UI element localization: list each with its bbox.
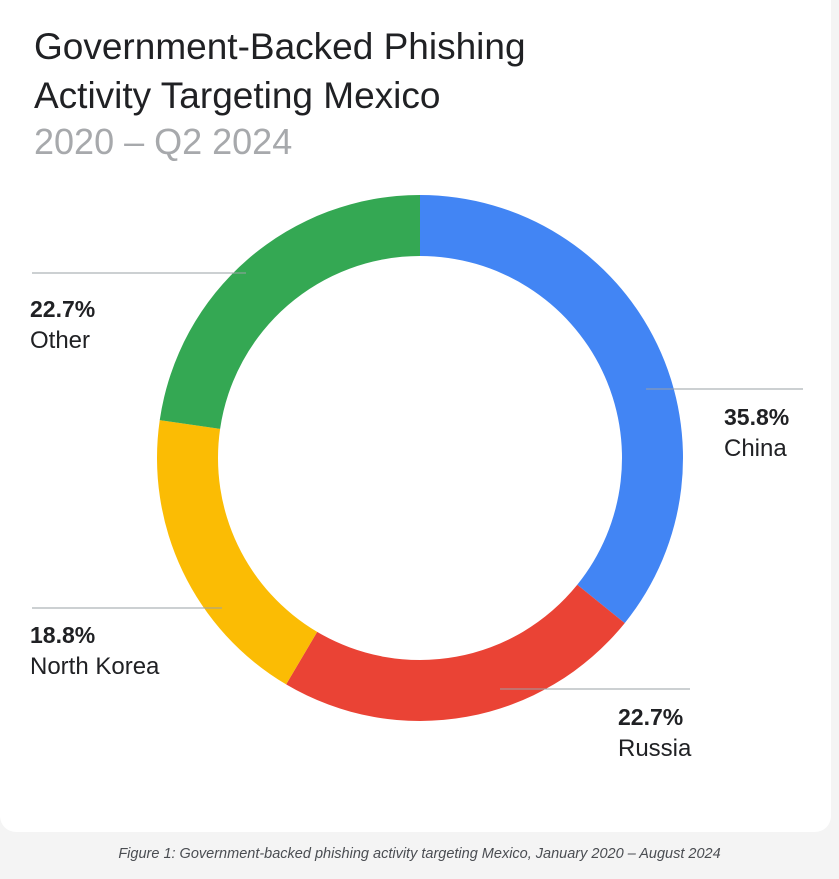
slice-value-china: 35.8% (724, 404, 790, 430)
slice-label-other: 22.7% Other (30, 298, 95, 353)
slice-name-north-korea: North Korea (30, 653, 160, 680)
slice-name-china: China (724, 435, 787, 462)
donut-slice-north-korea (157, 420, 318, 685)
donut-slice-russia (286, 584, 625, 721)
donut-slice-china (420, 195, 683, 624)
slice-name-other: Other (30, 327, 91, 354)
chart-card: Government-Backed Phishing Activity Targ… (0, 0, 831, 832)
chart-subtitle: 2020 – Q2 2024 (34, 121, 293, 162)
chart-title-line-2: Activity Targeting Mexico (34, 75, 441, 116)
donut-chart (32, 194, 803, 721)
figure-caption: Figure 1: Government-backed phishing act… (118, 846, 721, 862)
donut-slice-other (159, 194, 420, 429)
slice-label-russia: 22.7% Russia (618, 706, 691, 761)
slice-value-other: 22.7% (30, 296, 96, 322)
slice-name-russia: Russia (618, 735, 692, 762)
chart-title-line-1: Government-Backed Phishing (34, 26, 526, 67)
slice-label-china: 35.8% China (724, 406, 789, 461)
slice-value-north-korea: 18.8% (30, 622, 96, 648)
slice-value-russia: 22.7% (618, 704, 684, 730)
slice-label-north-korea: 18.8% North Korea (30, 624, 159, 679)
